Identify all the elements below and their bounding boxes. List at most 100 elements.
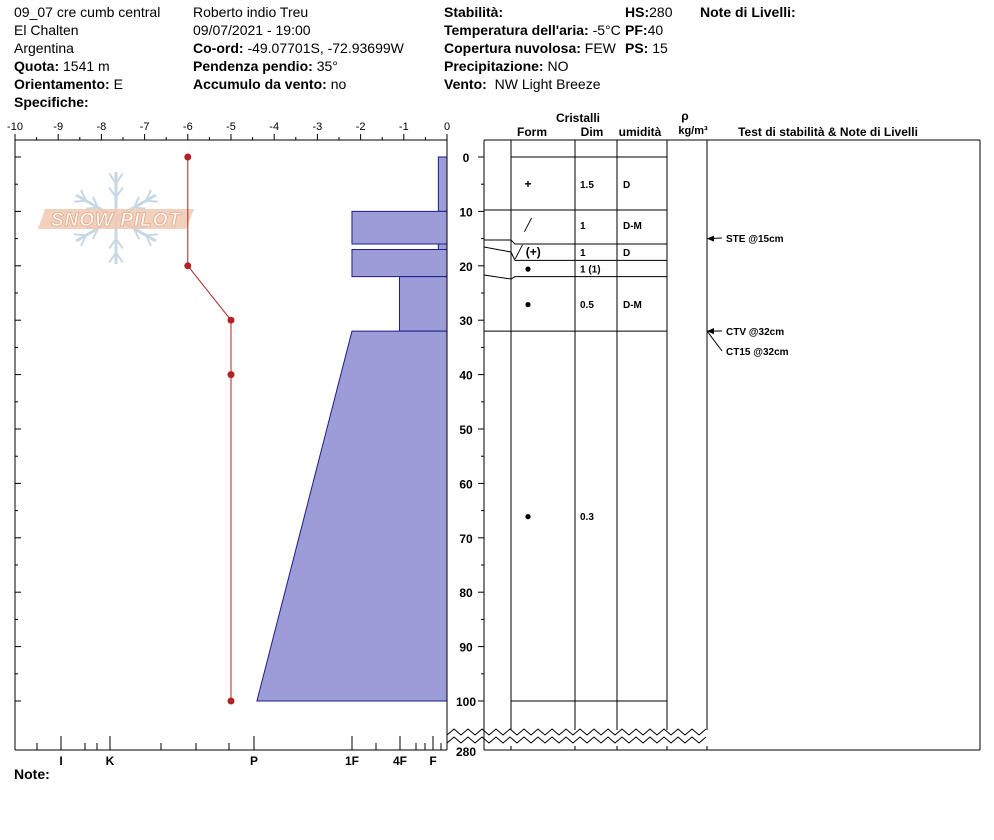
snowflake-branch [145, 199, 158, 203]
depth-tick-label: 60 [459, 477, 473, 491]
layer-form: ╱ [523, 217, 532, 232]
snowflake-branch [74, 199, 87, 203]
hs-row: HS:280 [625, 3, 672, 21]
hardness-tick-label: K [106, 754, 115, 768]
temperature-point [227, 371, 235, 379]
layer-size: 1 [580, 248, 586, 259]
density-unit: kg/m³ [678, 125, 708, 137]
layer-size: 0.3 [580, 512, 594, 523]
form-header: Form [517, 125, 547, 139]
test-arrow-head [707, 235, 714, 242]
snowflake-branch [91, 227, 99, 240]
temp-tick-label: -1 [399, 121, 409, 133]
hardness-layer [437, 243, 448, 250]
depth-tick-label: 30 [459, 314, 473, 328]
layer-moisture: D [623, 180, 630, 191]
hardness-layer [351, 210, 448, 245]
logo-text: SNOW PILOT [51, 210, 182, 231]
temp-tick-label: -3 [313, 121, 323, 133]
snowflake-branch [133, 206, 146, 210]
temperature-point [227, 697, 235, 705]
wind-loading-label: Accumulo da vento: [193, 76, 327, 92]
temperature-point [227, 316, 235, 324]
snowflake-branch [115, 186, 124, 198]
hardness-tick-label: I [59, 754, 62, 768]
coordinates-label: Co-ord: [193, 40, 244, 56]
hardness-tick-label: 4F [393, 754, 407, 768]
wind-label: Vento: [444, 76, 487, 92]
layer-size: 1 [580, 221, 586, 232]
hardness-tick-label: F [429, 754, 436, 768]
precipitation-label: Precipitazione: [444, 58, 544, 74]
hardness-layers [256, 156, 448, 702]
depth-tick-label: 50 [459, 423, 473, 437]
stability-tests: STE @15cm CTV @32cm CT15 @32cm [706, 234, 789, 358]
snowpilot-logo: SNOW PILOT [38, 172, 194, 264]
test-arrow-head [707, 328, 714, 335]
coordinates-value: -49.07701S, -72.93699W [247, 40, 404, 56]
temperature-point [184, 153, 192, 161]
hs-value: 280 [649, 4, 673, 20]
layer-notes-label: Note di Livelli: [700, 4, 796, 20]
observer-name: Roberto indio Treu [193, 4, 309, 20]
snowflake-branch [80, 234, 88, 247]
crystals-header: Cristalli [556, 111, 600, 125]
depth-tick-label: 100 [456, 695, 476, 709]
layer-boundary [483, 274, 667, 280]
temp-tick-label: -6 [183, 121, 193, 133]
location-name: 09_07 cre cumb central [14, 4, 161, 20]
air-temp-label: Temperatura dell'aria: [444, 22, 589, 38]
wind-row: Vento: NW Light Breeze [444, 75, 601, 93]
depth-break-zigzag [446, 736, 707, 744]
elevation-row: Quota: 1541 m [14, 57, 110, 75]
specifics-label: Specifiche: [14, 94, 89, 110]
hardness-layer [437, 156, 448, 212]
pf-label: PF: [625, 22, 648, 38]
ps-row: PS: 15 [625, 39, 668, 57]
test-arrow-line [706, 330, 723, 352]
temp-tick-label: -9 [53, 121, 63, 133]
depth-tick-label: 10 [459, 205, 473, 219]
aspect-label: Orientamento: [14, 76, 110, 92]
temperature-line [187, 157, 232, 701]
precipitation-value: NO [547, 58, 569, 74]
layer-moisture: D-M [623, 300, 642, 311]
precipitation-row: Precipitazione: NO [444, 57, 568, 75]
layer-size: 1 (1) [580, 265, 601, 276]
elevation-label: Quota: [14, 58, 60, 74]
pf-value: 40 [647, 22, 664, 38]
wind-loading-value: no [330, 76, 347, 92]
cloud-cover-value: FEW [584, 40, 616, 56]
layer-form: ╱ (+) [514, 244, 541, 259]
size-header: Dim [581, 125, 604, 139]
test-label: CTV @32cm [726, 327, 784, 338]
hardness-layer [351, 248, 448, 278]
depth-tick-label: 90 [459, 641, 473, 655]
layer-size: 0.5 [580, 300, 594, 311]
snowflake-branch [80, 189, 88, 202]
snowflake-branch [145, 233, 158, 237]
snowflake-branch [108, 238, 117, 250]
layer-form: ● [524, 509, 531, 523]
layer-boundary [484, 239, 667, 245]
aspect-row: Orientamento: E [14, 75, 123, 93]
logo-band [38, 209, 194, 229]
slope-row: Pendenza pendio: 35° [193, 57, 338, 75]
observation-datetime: 09/07/2021 - 19:00 [193, 22, 311, 38]
coordinates-row: Co-ord: -49.07701S, -72.93699W [193, 39, 404, 57]
layer-form: + [524, 177, 531, 191]
snowflake-branch [144, 189, 152, 202]
moisture-header: umidità [619, 125, 662, 139]
ps-value: 15 [652, 40, 668, 56]
layer-size: 1.5 [580, 180, 594, 191]
country-name: Argentina [14, 40, 74, 56]
temperature-profile [184, 153, 235, 705]
snowflake-branch [144, 234, 152, 247]
temp-tick-label: -7 [140, 121, 150, 133]
wind-value: NW Light Breeze [494, 76, 601, 92]
stability-label: Stabilità: [444, 4, 504, 20]
depth-tick-label: 80 [459, 586, 473, 600]
test-label: CT15 @32cm [726, 347, 789, 358]
tests-header: Test di stabilità & Note di Livelli [738, 125, 918, 139]
